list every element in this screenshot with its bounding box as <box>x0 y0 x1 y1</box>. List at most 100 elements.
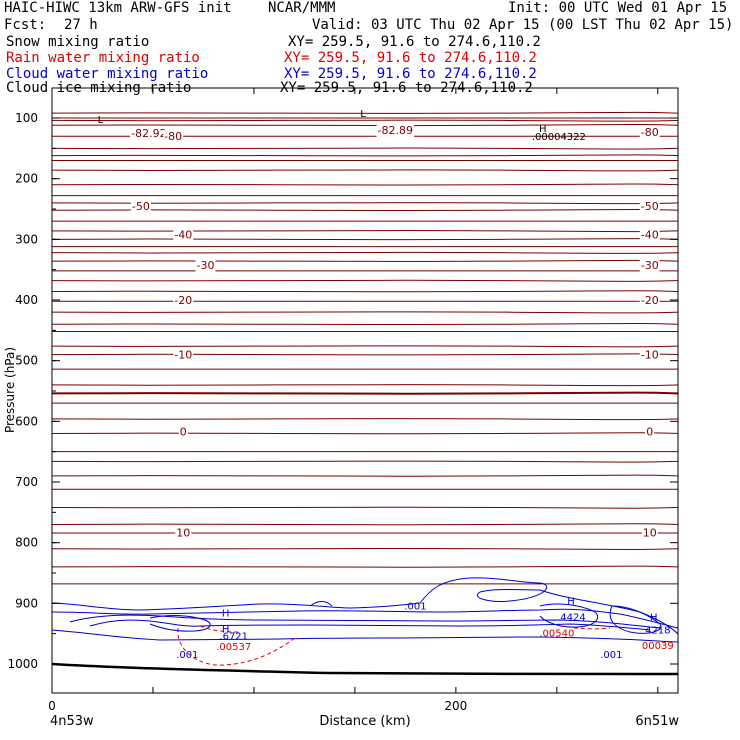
isotherm <box>51 119 679 122</box>
isotherm-label: -40 <box>174 228 192 241</box>
y-tick-label: 700 <box>15 475 38 489</box>
valid-time: Valid: 03 UTC Thu 02 Apr 15 (00 LST Thu … <box>312 17 734 33</box>
y-tick-label: 300 <box>15 232 38 246</box>
extremum-label: 4424 <box>560 612 585 623</box>
isotherm-label: -82.89 <box>378 124 413 137</box>
isotherm-label: -30 <box>196 259 214 272</box>
field-name-rain: Rain water mixing ratio <box>6 50 200 66</box>
isotherm-label: -10 <box>641 349 659 362</box>
field-xy-cloud-water: XY= 259.5, 91.6 to 274.6,110.2 <box>284 66 537 82</box>
extremum-label: .00537 <box>216 642 251 653</box>
isotherm <box>51 154 679 157</box>
isotherm <box>51 353 679 356</box>
isotherm-label-bg <box>639 294 660 307</box>
isotherm <box>51 124 679 127</box>
y-tick-label: 500 <box>15 354 38 368</box>
isotherm-label-bg <box>173 348 194 362</box>
cloud-water-contour <box>539 603 599 628</box>
isotherm <box>51 147 679 150</box>
extremum-label: H <box>222 624 230 635</box>
rain-water-contour <box>199 625 241 633</box>
cloud-water-contour <box>89 619 651 631</box>
isotherm <box>51 311 679 314</box>
isotherm-label: -40 <box>641 228 659 241</box>
isotherm-label: -30 <box>641 259 659 272</box>
extremum-label: .001 <box>404 601 426 612</box>
isotherm <box>51 183 679 186</box>
isotherm <box>51 506 679 509</box>
isotherm-label-bg <box>178 425 188 439</box>
y-tick-label: 800 <box>15 536 38 550</box>
field-name-snow: Snow mixing ratio <box>6 34 150 50</box>
isotherm-label: 0 <box>646 426 653 439</box>
rain-water-contours <box>177 625 611 666</box>
x-tick-label: 200 <box>444 699 467 713</box>
isotherm-label-bg <box>163 130 184 144</box>
rain-water-contour <box>177 627 296 666</box>
isotherm-label-bg <box>639 199 660 213</box>
cloud-water-contour <box>149 615 211 632</box>
extremum-label: H <box>567 597 575 608</box>
left-location: 4n53w <box>50 714 94 729</box>
isotherm <box>51 230 679 233</box>
isotherm-label: -10 <box>174 349 192 362</box>
extremum-label: 00039 <box>642 641 674 652</box>
extremum-label: .6721 <box>219 632 248 643</box>
cloud-water-contour <box>51 577 679 635</box>
cloud-water-contour <box>51 608 679 629</box>
isotherm-label: -20 <box>641 294 659 307</box>
extremum-label: L <box>98 115 104 126</box>
isotherm-label-bg <box>173 294 194 307</box>
isotherm <box>51 169 679 172</box>
isotherm-label: -80 <box>164 130 182 143</box>
isotherm-label-bg <box>639 348 660 362</box>
isotherm-label-bg <box>195 258 216 272</box>
isotherm-label: 10 <box>643 526 657 539</box>
isotherm <box>51 251 679 254</box>
y-tick-label: 100 <box>15 111 38 125</box>
isotherm <box>51 259 679 262</box>
forecast-hour: 27 h <box>64 17 98 33</box>
isotherm-label-bg <box>645 425 655 439</box>
cloud-water-contour <box>609 605 662 634</box>
field-name-cloud-water: Cloud water mixing ratio <box>6 66 209 82</box>
isotherm-label-bg <box>639 125 660 139</box>
isotherm <box>51 547 679 550</box>
x-axis: 0 200 <box>48 88 659 713</box>
plot-frame <box>51 87 679 694</box>
right-location: 6n51w <box>635 714 679 729</box>
isotherm-label-bg <box>641 526 658 540</box>
isotherm-lines <box>51 111 679 585</box>
extremum-label: L <box>360 109 366 120</box>
extremum-label: .00540 <box>539 629 574 640</box>
isotherm <box>51 345 679 348</box>
isotherm <box>51 391 679 395</box>
terrain-line <box>51 662 679 676</box>
x-tick-label: 0 <box>48 699 56 713</box>
contour-labels: -82.92 -82.89 -80 -80 -50 -50 -40 -40 -30 -30 -20 -… <box>98 109 674 661</box>
extremum-label: .00004322 <box>532 132 586 143</box>
institution: NCAR/MMM <box>268 0 336 16</box>
y-tick-label: 200 <box>15 172 38 186</box>
isotherm-label: -80 <box>641 126 659 139</box>
isotherm <box>51 523 679 526</box>
isotherm-label-bg <box>175 526 192 540</box>
isotherm-label-bg <box>639 228 660 242</box>
isotherm <box>51 565 679 568</box>
cloud-water-contours <box>51 577 679 643</box>
y-tick-label: 600 <box>15 414 38 428</box>
extremum-label: 4218 <box>645 626 670 637</box>
isotherm <box>51 418 679 421</box>
isotherm-label: -50 <box>641 200 659 213</box>
isotherm-label: -20 <box>174 294 192 307</box>
isotherm-label: 10 <box>176 526 190 539</box>
isotherm <box>51 384 679 387</box>
extremum-label: H <box>539 124 547 135</box>
extremum-label: H <box>222 609 230 620</box>
cloud-water-contour <box>309 601 333 607</box>
isotherm <box>51 238 679 241</box>
x-axis-title: Distance (km) <box>319 714 410 729</box>
extremum-label: H <box>650 612 658 623</box>
